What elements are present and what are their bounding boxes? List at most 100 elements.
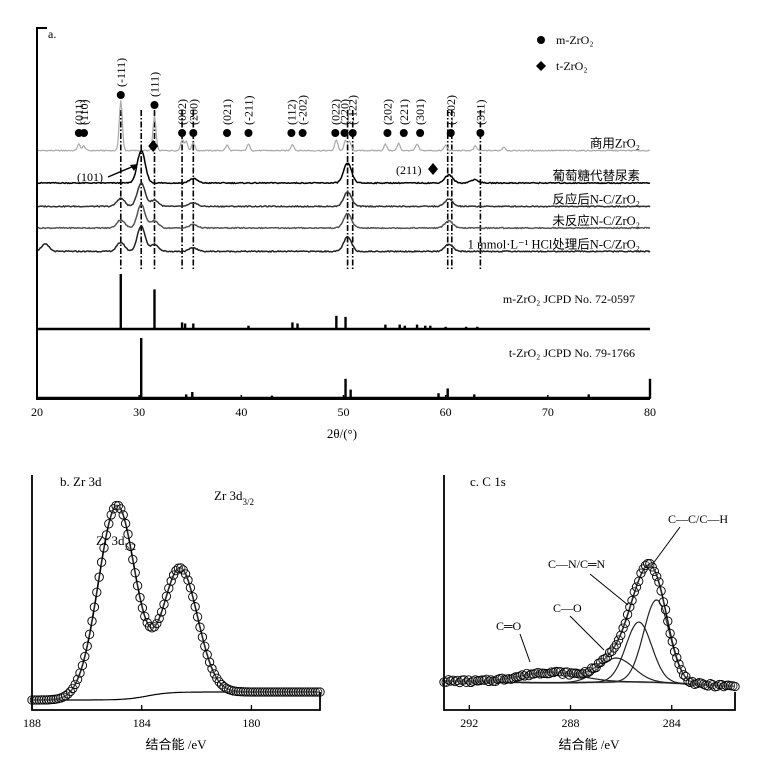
m-peak-label: (202) — [380, 99, 394, 125]
m-peak-label: (022) — [328, 99, 342, 125]
data-point — [82, 641, 92, 651]
m-peak-marker — [476, 129, 485, 137]
leader-line — [569, 615, 605, 651]
data-point — [618, 623, 628, 633]
data-point — [602, 652, 613, 662]
axes: 20 30 40 50 60 70 80 — [31, 27, 656, 419]
data-point — [649, 566, 660, 577]
data-point — [197, 632, 208, 642]
arrow-head — [130, 164, 138, 171]
data-point — [300, 687, 311, 697]
data-point — [647, 562, 657, 572]
data-point — [159, 599, 169, 609]
m-peak-marker — [223, 129, 232, 137]
series-label: 反应后N-C/ZrO₂ — [552, 191, 640, 206]
series-line — [36, 204, 651, 230]
data-point — [296, 687, 306, 697]
data-point — [231, 686, 241, 696]
data-point — [188, 592, 198, 602]
x-tick-label: 20 — [31, 405, 43, 419]
m-peak-marker — [399, 129, 408, 137]
data-point — [663, 616, 673, 626]
axis-frame — [31, 475, 321, 711]
data-point — [281, 687, 292, 697]
data-point — [128, 554, 138, 565]
x-tick-label: 180 — [242, 716, 260, 730]
m-peak-label: (110) — [77, 99, 91, 125]
data-point — [101, 530, 112, 540]
data-point — [123, 529, 133, 539]
data-point — [132, 581, 143, 591]
m-peak-label: (112) — [284, 99, 298, 125]
x-tick-label: 188 — [23, 716, 41, 730]
data-point — [611, 640, 622, 650]
component-label: C—N/C═N — [548, 557, 606, 571]
data-point — [269, 687, 280, 697]
data-point — [130, 568, 140, 578]
data-point — [658, 597, 669, 607]
peak-label: Zr 3d3/2 — [214, 488, 254, 507]
t-peak-marker — [428, 163, 438, 175]
data-point — [291, 687, 301, 697]
data-point — [248, 687, 258, 697]
data-point — [34, 695, 44, 705]
c1s-panel: c. C 1s C—C/C—H C—N/C═N C—O C═O 292 288 284 结合… — [439, 474, 740, 752]
data-point — [303, 687, 313, 697]
x-tick-label: 70 — [542, 405, 554, 419]
x-tick-label: 60 — [440, 405, 452, 419]
leader-line — [589, 573, 629, 606]
x-axis-label: 结合能 /eV — [558, 737, 620, 752]
data-point — [164, 583, 174, 593]
data-point — [654, 577, 664, 587]
m-peak-marker — [298, 129, 307, 137]
data-point — [240, 687, 251, 697]
data-point — [152, 618, 162, 629]
data-point — [676, 665, 686, 675]
series-line — [36, 225, 651, 253]
data-point — [84, 629, 95, 639]
data-point — [288, 687, 299, 697]
data-point — [298, 687, 308, 697]
data-point — [238, 687, 248, 697]
data-point — [168, 570, 179, 580]
m-peak-marker — [79, 129, 88, 137]
m-peak-marker — [244, 129, 253, 137]
data-point — [77, 660, 88, 671]
m-peak-marker — [348, 129, 357, 137]
series-label: 商用ZrO₂ — [590, 136, 640, 151]
x-axis-label: 2θ/(°) — [327, 426, 357, 441]
component-label: C═O — [496, 619, 522, 633]
annotation-arrow — [107, 165, 135, 178]
data-point — [660, 605, 671, 615]
m-peak-marker — [383, 129, 392, 137]
data-point — [192, 612, 203, 622]
data-point — [111, 501, 121, 511]
legend-circle-marker — [537, 36, 545, 44]
data-point — [279, 687, 289, 697]
data-point — [616, 630, 626, 640]
data-point — [207, 663, 217, 674]
data-point — [209, 669, 220, 679]
data-point — [46, 694, 56, 705]
data-point — [41, 695, 52, 705]
data-point — [636, 568, 646, 578]
data-point — [250, 687, 260, 697]
data-point — [183, 575, 193, 585]
c1s-plot: C—C/C—H C—N/C═N C—O C═O 292 288 284 — [439, 475, 740, 730]
m-peak-label: (301) — [413, 99, 427, 125]
data-point — [730, 681, 740, 692]
axis-frame — [443, 475, 736, 711]
data-point — [80, 651, 90, 662]
data-point — [70, 679, 80, 690]
data-point — [613, 635, 624, 645]
data-point — [156, 607, 167, 617]
legend-label: m-ZrO₂ — [556, 33, 594, 47]
data-point — [99, 543, 109, 553]
data-point — [245, 687, 256, 697]
peak-annotations: (011)(110) (-111) (111) (002)(200) (021) (-21… — [72, 58, 488, 184]
data-point — [135, 592, 145, 603]
m-peak-marker — [446, 129, 455, 137]
x-tick-label: 288 — [562, 716, 580, 730]
m-peak-label: (-211) — [241, 95, 255, 125]
